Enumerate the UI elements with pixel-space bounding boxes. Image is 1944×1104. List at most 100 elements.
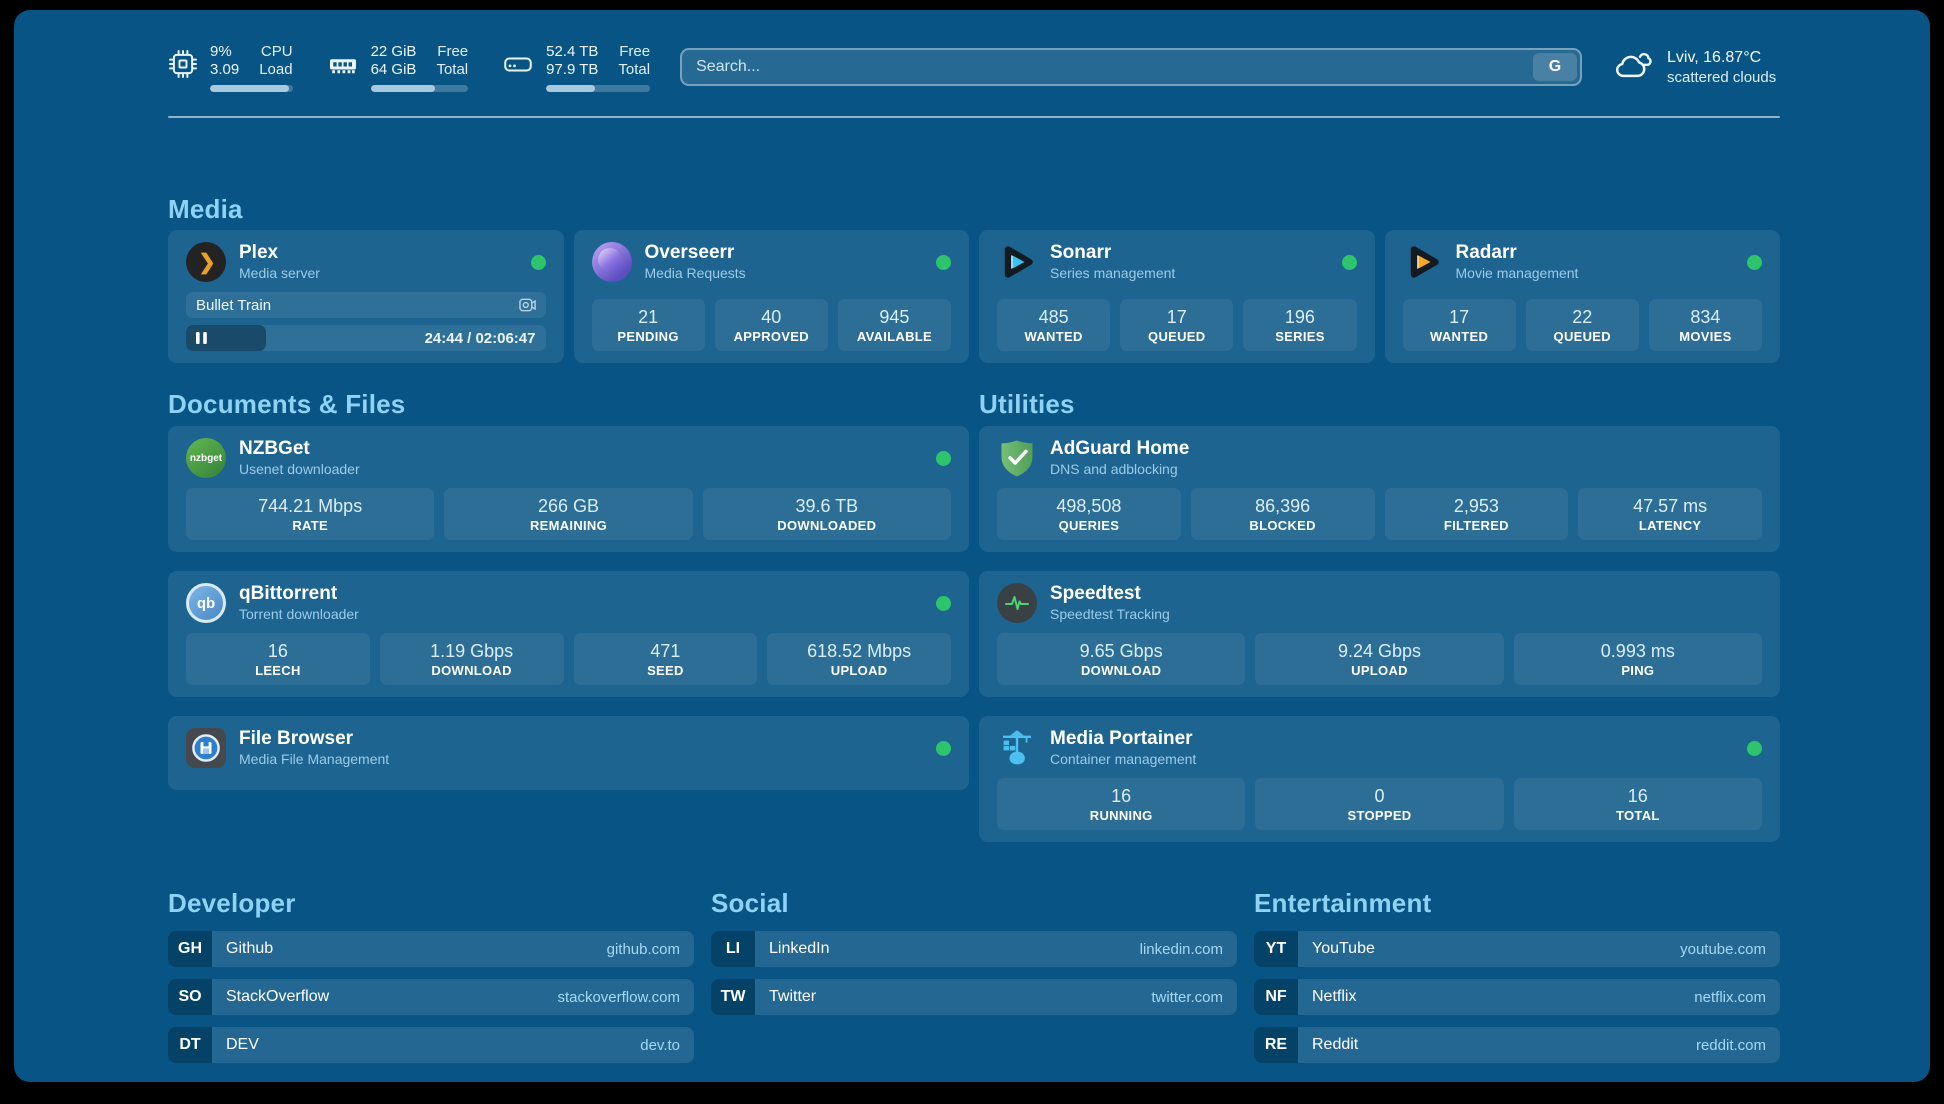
service-card-plex[interactable]: ❯ Plex Media server Bullet Train 24:44 /… [168,230,564,363]
link-abbr: TW [711,979,755,1015]
stat-box: 744.21 Mbps RATE [186,488,435,540]
disk-widget: 52.4 TB Free 97.9 TB Total [502,43,651,92]
service-title: Radarr [1455,242,1517,263]
weather-widget[interactable]: Lviv, 16.87°C scattered clouds [1612,48,1780,87]
status-dot [936,254,951,270]
stat-box: 2,953 FILTERED [1384,488,1569,540]
service-card-overseerr[interactable]: Overseerr Media Requests 21 PENDING 40 A… [573,230,969,363]
status-dot [936,740,951,756]
header: 9% CPU 3.09 Load 22 GiB Free 64 GiB Tota… [168,32,1780,102]
link-github[interactable]: GH Github github.com [168,931,694,967]
stat-box: 17 WANTED [1402,299,1516,351]
homepage-dashboard: 9% CPU 3.09 Load 22 GiB Free 64 GiB Tota… [14,10,1930,1082]
stat-label: QUERIES [1058,518,1120,533]
stat-value: 618.52 Mbps [807,641,912,661]
stat-label: TOTAL [1616,808,1660,823]
link-reddit[interactable]: RE Reddit reddit.com [1254,1027,1780,1063]
stat-box: 266 GB REMAINING [444,488,693,540]
stat-box: 16 TOTAL [1513,778,1762,830]
section-title-social: Social [711,888,789,918]
stat-label: WANTED [1024,329,1083,344]
stat-box: 196 SERIES [1243,299,1357,351]
service-subtitle: Speedtest Tracking [1050,606,1170,622]
link-netflix[interactable]: NF Netflix netflix.com [1254,979,1780,1015]
link-group-developer: Developer GH Github github.com SO StackO… [168,888,694,1075]
service-subtitle: Usenet downloader [239,461,360,477]
link-name: StackOverflow [226,988,330,1005]
search-provider-button[interactable]: G [1533,53,1577,81]
cpu-icon [168,49,198,84]
stat-value: 16 [1111,786,1132,806]
link-abbr: LI [711,931,755,967]
weather-location-temp: Lviv, 16.87°C [1667,48,1762,66]
header-divider [168,116,1780,118]
stat-value: 471 [650,641,681,661]
stat-value: 39.6 TB [795,496,859,516]
service-title: NZBGet [239,438,310,459]
section-title-developer: Developer [168,888,296,918]
link-name: Netflix [1312,988,1357,1005]
stat-label: BLOCKED [1249,518,1316,533]
speedtest-icon [997,583,1037,623]
service-card-radarr[interactable]: Radarr Movie management 17 WANTED 22 QUE… [1384,230,1780,363]
stat-value: 744.21 Mbps [258,496,363,516]
link-abbr: GH [168,931,212,967]
section-title-media: Media [168,194,243,224]
link-name: YouTube [1312,940,1375,957]
section-utilities: Utilities AdGuard Home DNS and adblockin… [979,389,1780,842]
stat-box: 498,508 QUERIES [997,488,1181,540]
stat-label: DOWNLOAD [1080,663,1162,678]
service-card-speedtest[interactable]: Speedtest Speedtest Tracking 9.65 Gbps D… [979,571,1780,697]
stat-value: 485 [1038,307,1069,327]
service-subtitle: Container management [1050,751,1197,767]
stats-row: 9.65 Gbps DOWNLOAD 9.24 Gbps UPLOAD 0.99… [997,633,1762,685]
now-playing-title: Bullet Train [196,296,272,314]
service-card-adguard-home[interactable]: AdGuard Home DNS and adblocking 498,508 … [979,426,1780,552]
link-twitter[interactable]: TW Twitter twitter.com [711,979,1237,1015]
service-card-qbittorrent[interactable]: qb qBittorrent Torrent downloader 16 LEE… [168,571,969,697]
service-card-sonarr[interactable]: Sonarr Series management 485 WANTED 17 Q… [979,230,1375,363]
stat-box: 16 LEECH [186,633,370,685]
pause-icon[interactable] [196,332,207,344]
link-name: Twitter [769,988,817,1005]
service-card-nzbget[interactable]: nzbget NZBGet Usenet downloader 744.21 M… [168,426,969,552]
service-title: Overseerr [644,242,735,263]
resource-label: Total [436,60,469,78]
stats-row: 744.21 Mbps RATE 266 GB REMAINING 39.6 T… [186,488,951,540]
status-dot [530,254,546,270]
service-card-media-portainer[interactable]: Media Portainer Container management 16 … [979,716,1780,842]
status-dot [1747,740,1762,756]
nzbget-icon: nzbget [186,438,226,478]
stat-label: FILTERED [1443,518,1509,533]
video-icon [518,297,536,313]
search-bar: G [680,48,1582,86]
link-linkedin[interactable]: LI LinkedIn linkedin.com [711,931,1237,967]
stat-label: REMAINING [529,518,608,533]
playback-elapsed [186,325,267,351]
plex-icon: ❯ [186,242,226,282]
link-domain: twitter.com [1151,988,1223,1006]
link-domain: youtube.com [1680,940,1766,958]
section-title-documents: Documents & Files [168,389,406,419]
cpu-progressbar [210,84,293,92]
link-domain: dev.to [640,1036,680,1054]
service-card-file-browser[interactable]: File Browser Media File Management [168,716,969,790]
stat-label: LEECH [255,663,301,678]
stat-value: 1.19 Gbps [430,641,514,661]
resource-label: Load [259,60,293,78]
stats-row: 485 WANTED 17 QUEUED 196 SERIES [997,299,1357,351]
link-youtube[interactable]: YT YouTube youtube.com [1254,931,1780,967]
link-dev[interactable]: DT DEV dev.to [168,1027,694,1063]
radarr-icon [1403,242,1443,282]
link-stackoverflow[interactable]: SO StackOverflow stackoverflow.com [168,979,694,1015]
stat-box: 0.993 ms PING [1513,633,1762,685]
resource-value: 22 GiB [370,42,417,60]
search-input[interactable] [682,58,1533,76]
memory-progressbar [370,84,469,92]
stats-row: 21 PENDING 40 APPROVED 945 AVAILABLE [591,299,952,351]
link-domain: reddit.com [1695,1036,1766,1054]
status-dot [1747,254,1762,270]
service-title: Sonarr [1050,242,1112,263]
stat-value: 266 GB [537,496,600,516]
status-dot [1341,254,1357,270]
